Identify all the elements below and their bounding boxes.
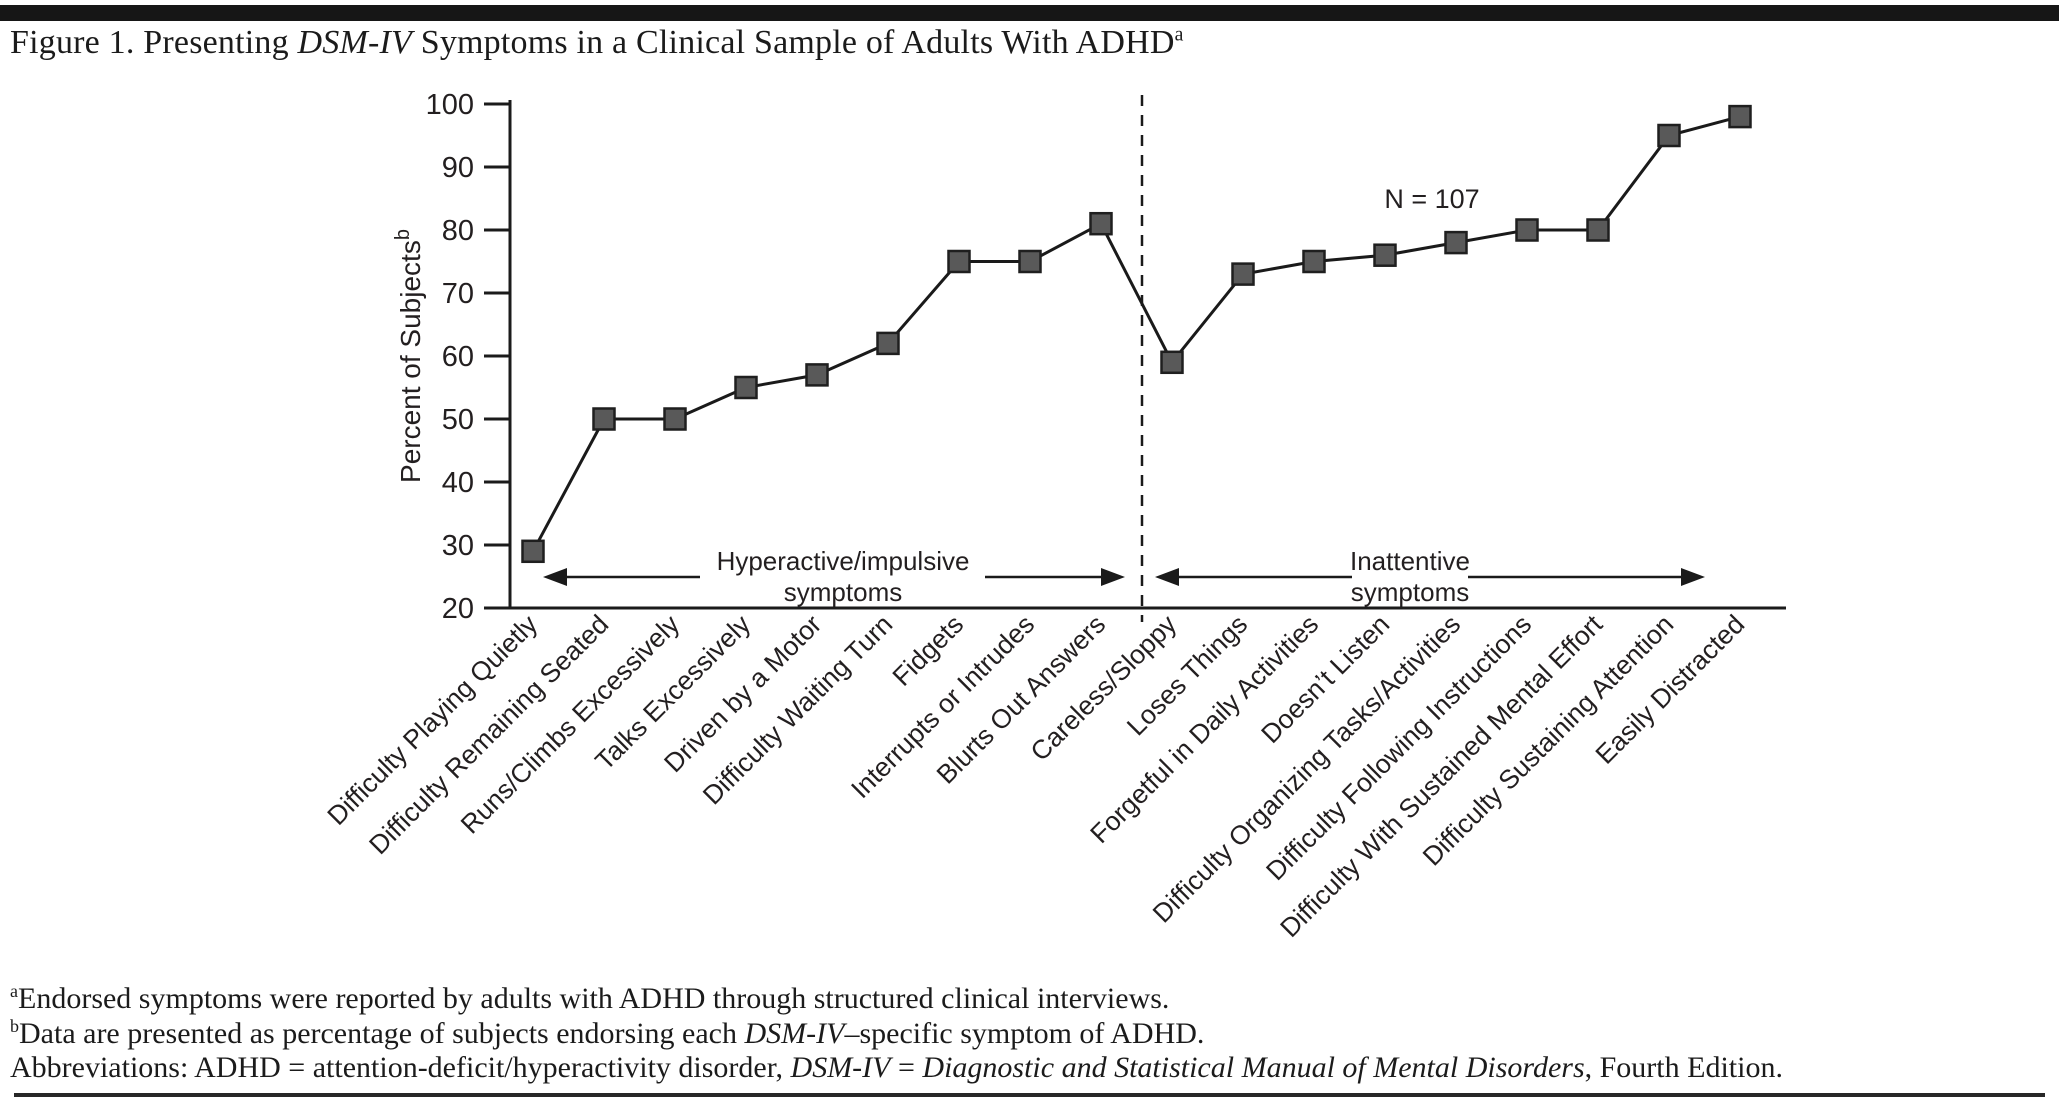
data-point-marker	[1373, 243, 1397, 267]
figure-title-suffix: Symptoms in a Clinical Sample of Adults …	[412, 24, 1175, 61]
data-point-marker	[1515, 218, 1539, 242]
data-point-marker	[876, 331, 900, 356]
footnote-b-post: –specific symptom of ADHD.	[844, 1016, 1205, 1050]
y-axis-title: Percent of Subjectsb	[392, 229, 426, 483]
data-point-marker	[1018, 249, 1042, 274]
y-axis-tick-label: 90	[442, 152, 474, 184]
data-point-marker	[1302, 249, 1326, 274]
y-axis-tick-label: 20	[442, 593, 474, 625]
data-point-marker	[1444, 230, 1468, 255]
figure-title: Figure 1. Presenting DSM-IV Symptoms in …	[10, 24, 1184, 62]
footnote-b-pre: Data are presented as percentage of subj…	[19, 1016, 745, 1050]
data-point-marker	[1231, 262, 1255, 286]
footnote-b-sup: b	[10, 1015, 19, 1036]
group-arrow-left-head	[543, 568, 567, 586]
footnote-abbr-italic2: Diagnostic and Statistical Manual of Men…	[922, 1051, 1585, 1084]
figure-title-superscript: a	[1174, 23, 1184, 46]
group-arrow-right-head	[1681, 568, 1705, 586]
footnote-a-text: Endorsed symptoms were reported by adult…	[18, 982, 1170, 1015]
data-point-marker	[592, 407, 616, 431]
data-point-marker	[1728, 104, 1752, 129]
group-arrow-left-head	[1155, 568, 1179, 586]
y-axis-tick-label: 80	[442, 215, 474, 247]
sample-size-label: N = 107	[1384, 184, 1479, 214]
footnote-abbr-post: , Fourth Edition.	[1584, 1051, 1783, 1084]
data-point-marker	[1089, 211, 1113, 236]
footnote-a: aEndorsed symptoms were reported by adul…	[10, 982, 1783, 1017]
group-label-line1: Hyperactive/impulsive	[717, 546, 970, 576]
y-axis-tick-label: 30	[442, 530, 474, 562]
figure-title-italic: DSM-IV	[297, 24, 413, 61]
group-label-line2: symptoms	[784, 577, 902, 607]
footnote-b-italic: DSM-IV	[744, 1016, 845, 1050]
group-label-line2: symptoms	[1351, 577, 1469, 607]
footnote-a-sup: a	[10, 981, 18, 1001]
data-point-marker	[663, 407, 687, 431]
footnote-abbreviations: Abbreviations: ADHD = attention-deficit/…	[10, 1051, 1783, 1086]
figure-footnotes: aEndorsed symptoms were reported by adul…	[10, 982, 1783, 1086]
footnote-abbr-pre: Abbreviations: ADHD = attention-deficit/…	[10, 1051, 791, 1084]
footnote-b: bData are presented as percentage of sub…	[10, 1017, 1783, 1052]
y-axis-tick-label: 60	[442, 341, 474, 373]
data-point-marker	[947, 249, 971, 274]
y-axis-tick-label: 100	[426, 89, 474, 121]
footnote-abbr-mid: =	[890, 1051, 923, 1084]
data-point-marker	[1657, 123, 1681, 148]
y-axis-tick-label: 40	[442, 467, 474, 499]
data-point-marker	[1160, 350, 1184, 375]
data-point-marker	[805, 363, 829, 387]
figure-title-prefix: Figure 1. Presenting	[10, 24, 298, 61]
data-point-marker	[521, 539, 545, 564]
data-line	[531, 115, 1741, 553]
y-axis-tick-label: 70	[442, 278, 474, 310]
group-label-line1: Inattentive	[1350, 546, 1470, 576]
group-arrow-right-head	[1101, 568, 1125, 586]
top-rule	[0, 5, 2059, 21]
bottom-rule	[14, 1093, 2045, 1097]
y-axis-tick-label: 50	[442, 404, 474, 436]
footnote-abbr-italic1: DSM-IV	[790, 1051, 891, 1084]
data-point-marker	[1586, 218, 1610, 242]
data-point-marker	[734, 375, 758, 400]
